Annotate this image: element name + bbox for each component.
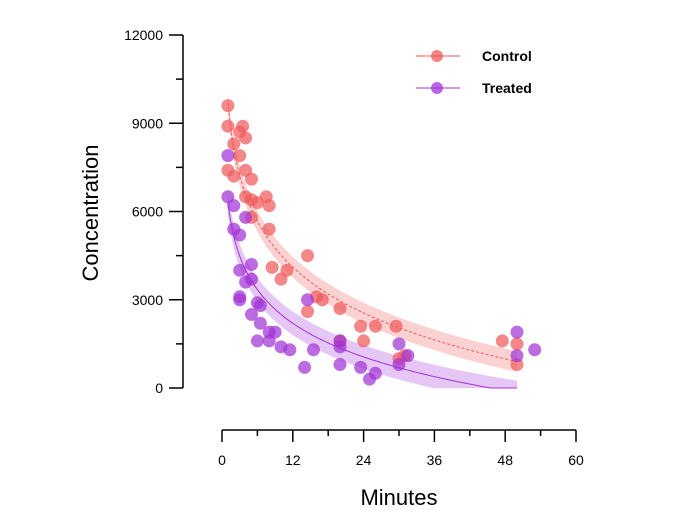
data-point-treated[interactable] [245, 272, 258, 286]
data-point-control[interactable] [368, 319, 382, 333]
data-point-treated[interactable] [221, 149, 235, 163]
y-tick-label: 6000 [132, 204, 163, 220]
data-point-treated[interactable] [245, 257, 258, 271]
data-point-treated[interactable] [245, 307, 258, 321]
legend-item-control[interactable]: Control [416, 48, 532, 64]
confidence-band-treated [227, 190, 517, 388]
y-axis-title: Concentration [78, 145, 103, 282]
data-point-treated[interactable] [392, 357, 406, 371]
fit-curve-control [227, 102, 518, 363]
data-point-control[interactable] [227, 137, 241, 151]
data-point-treated[interactable] [392, 337, 406, 351]
data-point-treated[interactable] [233, 228, 247, 242]
data-point-control[interactable] [221, 119, 235, 133]
data-point-control[interactable] [354, 319, 368, 333]
data-point-treated[interactable] [368, 366, 382, 380]
data-point-control[interactable] [262, 199, 276, 213]
data-point-treated[interactable] [298, 360, 312, 374]
data-point-treated[interactable] [239, 210, 253, 224]
legend-marker-control [431, 50, 443, 62]
x-tick-label: 36 [427, 452, 443, 468]
data-point-control[interactable] [389, 319, 403, 333]
data-point-treated[interactable] [233, 263, 247, 277]
data-point-control[interactable] [265, 260, 279, 274]
fit-curve-treated [227, 202, 517, 389]
data-point-control[interactable] [495, 334, 509, 348]
x-tick-label: 60 [568, 452, 584, 468]
fit-bands [227, 92, 517, 388]
data-point-treated[interactable] [354, 360, 368, 374]
data-point-control[interactable] [262, 222, 276, 236]
data-point-treated[interactable] [250, 334, 264, 348]
data-point-treated[interactable] [283, 343, 297, 357]
data-point-control[interactable] [315, 293, 329, 307]
x-tick-label: 0 [218, 452, 226, 468]
x-tick-label: 24 [356, 452, 372, 468]
x-tick-label: 12 [285, 452, 301, 468]
data-point-treated[interactable] [528, 343, 542, 357]
data-point-treated[interactable] [253, 299, 267, 313]
data-point-control[interactable] [227, 169, 241, 183]
data-point-treated[interactable] [227, 199, 241, 213]
legend: Control Treated [416, 48, 532, 96]
confidence-band-control [227, 92, 517, 372]
data-point-control[interactable] [280, 263, 294, 277]
data-points [221, 99, 542, 386]
data-point-control[interactable] [333, 302, 347, 316]
x-tick-label: 48 [497, 452, 513, 468]
data-point-treated[interactable] [253, 316, 267, 330]
data-point-control[interactable] [245, 172, 258, 186]
data-point-control[interactable] [357, 334, 371, 348]
data-point-treated[interactable] [233, 293, 247, 307]
x-axis: 0 12 24 36 48 60 [218, 429, 584, 468]
fit-curves [227, 102, 518, 389]
data-point-treated[interactable] [306, 343, 320, 357]
data-point-treated[interactable] [401, 349, 415, 363]
y-axis: 0 3000 6000 9000 12000 [124, 27, 184, 396]
legend-item-treated[interactable]: Treated [416, 80, 532, 96]
legend-marker-treated [431, 82, 443, 94]
data-point-treated[interactable] [333, 340, 347, 354]
data-point-control[interactable] [233, 149, 247, 163]
data-point-control[interactable] [221, 99, 235, 113]
data-point-control[interactable] [239, 131, 253, 145]
data-point-control[interactable] [236, 119, 250, 133]
data-point-treated[interactable] [333, 357, 347, 371]
legend-label-control: Control [482, 48, 532, 64]
y-tick-label: 9000 [132, 115, 163, 131]
data-point-treated[interactable] [301, 293, 315, 307]
y-tick-label: 3000 [132, 292, 163, 308]
data-point-treated[interactable] [510, 349, 524, 363]
data-point-treated[interactable] [510, 325, 524, 339]
data-point-treated[interactable] [268, 325, 282, 339]
data-point-control[interactable] [301, 249, 315, 263]
legend-label-treated: Treated [482, 80, 532, 96]
y-tick-label: 0 [155, 380, 163, 396]
data-point-control[interactable] [301, 305, 315, 319]
y-tick-label: 12000 [124, 27, 163, 43]
x-axis-title: Minutes [360, 485, 437, 510]
data-point-control[interactable] [510, 337, 524, 351]
